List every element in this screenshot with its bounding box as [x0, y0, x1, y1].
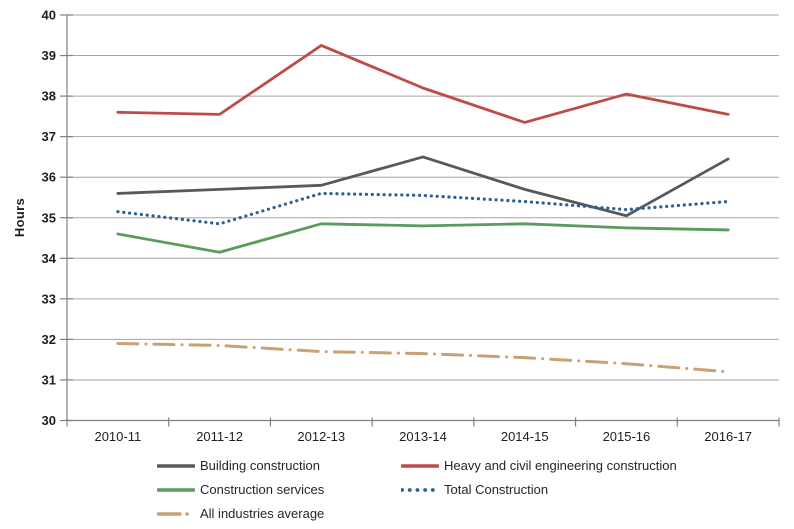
- legend-label-building-construction: Building construction: [200, 458, 320, 473]
- legend-item-total-construction: Total Construction: [401, 478, 677, 501]
- legend-marker-solid-icon: [157, 487, 195, 492]
- series-line-heavy-and-civil-engineering-construction: [116, 44, 730, 124]
- x-tick-label-2015-16: 2015-16: [603, 429, 651, 444]
- legend-item-heavy-and-civil-engineering-construction: Heavy and civil engineering construction: [401, 454, 677, 477]
- y-tick-label-33: 33: [42, 291, 56, 306]
- x-tick-label-2014-15: 2014-15: [501, 429, 549, 444]
- y-tick-label-37: 37: [42, 129, 56, 144]
- legend-marker-dashdot-icon: [157, 511, 195, 516]
- y-tick-label-38: 38: [42, 89, 56, 104]
- x-tick-label-2011-12: 2011-12: [196, 429, 243, 444]
- y-tick-label-32: 32: [42, 332, 56, 347]
- x-tick-label-2012-13: 2012-13: [297, 429, 345, 444]
- legend-marker-solid-icon: [157, 463, 195, 468]
- legend-label-all-industries-average: All industries average: [200, 506, 325, 521]
- series-line-construction-services: [116, 222, 730, 254]
- y-tick-label-34: 34: [42, 251, 57, 266]
- series-line-all-industries-average: [116, 341, 730, 374]
- x-tick-label-2013-14: 2013-14: [399, 429, 447, 444]
- x-tick-label-2016-17: 2016-17: [704, 429, 752, 444]
- series-line-total-construction: [116, 191, 730, 226]
- y-tick-label-40: 40: [42, 8, 56, 23]
- legend-item-all-industries-average: All industries average: [157, 502, 401, 525]
- y-tick-label-39: 39: [42, 48, 56, 63]
- y-tick-label-31: 31: [42, 372, 56, 387]
- legend-marker-dotted-icon: [401, 487, 439, 492]
- legend-label-total-construction: Total Construction: [444, 482, 549, 497]
- series-line-building-construction: [116, 155, 730, 218]
- y-tick-label-30: 30: [42, 413, 56, 428]
- y-tick-label-36: 36: [42, 170, 56, 185]
- y-tick-label-35: 35: [42, 210, 56, 225]
- chart-legend: Building construction Heavy and civil eng…: [157, 454, 677, 525]
- y-axis-title: Hours: [12, 198, 27, 238]
- x-tick-label-2010-11: 2010-11: [94, 429, 141, 444]
- legend-label-heavy-and-civil-engineering-construction: Heavy and civil engineering construction: [444, 458, 677, 473]
- legend-item-construction-services: Construction services: [157, 478, 401, 501]
- legend-item-building-construction: Building construction: [157, 454, 401, 477]
- legend-label-construction-services: Construction services: [200, 482, 325, 497]
- legend-marker-solid-icon: [401, 463, 439, 468]
